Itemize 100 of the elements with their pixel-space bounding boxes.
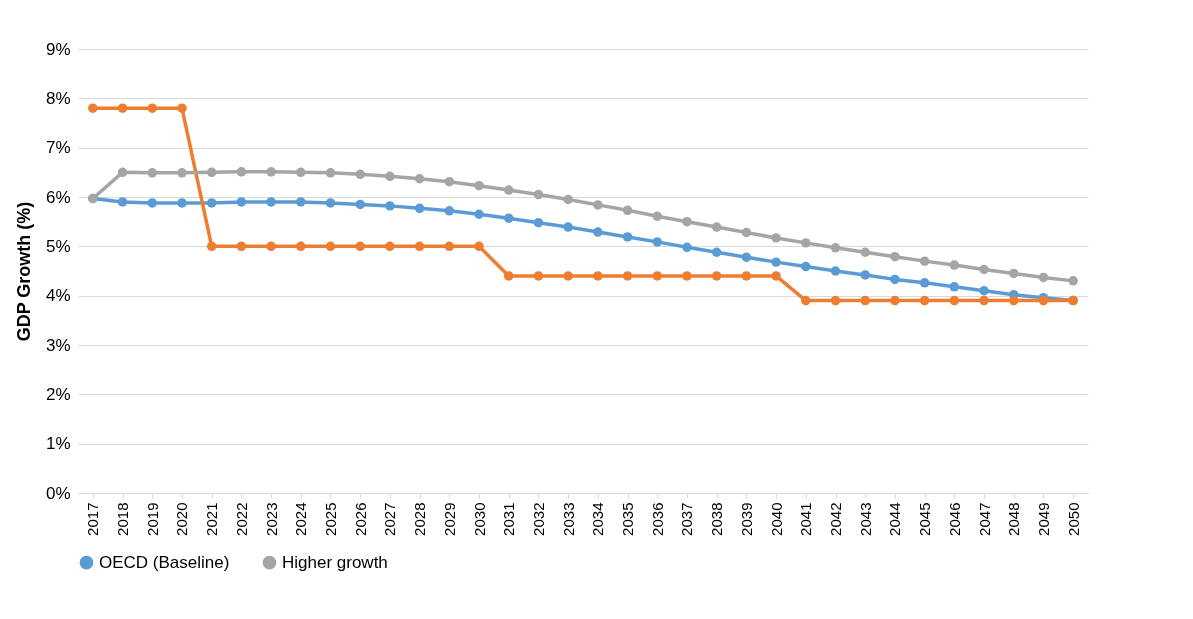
point [414,174,425,184]
point [147,198,158,208]
point [385,201,395,211]
x-tick-label: 2029 [440,502,458,536]
point [652,237,663,247]
point [533,271,544,281]
x-tick-label: 2020 [173,502,191,536]
point [266,167,276,177]
point [117,103,128,113]
point [206,241,217,252]
x-tick-label: 2018 [114,502,132,536]
point [1008,295,1019,306]
point [414,203,425,214]
point [860,270,870,280]
point [296,241,306,252]
point [444,176,455,187]
legend-label: Higher growth [282,552,388,572]
x-tick-label: 2033 [559,502,577,536]
x-tick-label: 2048 [1005,502,1023,536]
point [385,241,395,252]
point [890,295,900,306]
point [88,103,98,113]
y-tick-label: 8% [45,88,71,108]
point [236,167,247,177]
point [593,200,603,210]
point [533,217,544,228]
x-tick-label: 2040 [767,502,785,536]
point [177,198,187,208]
point [919,295,930,306]
point [741,252,752,262]
y-tick-label: 2% [45,384,71,404]
y-tick-label: 4% [45,286,71,306]
point [741,271,752,281]
point [503,185,514,195]
point [177,168,187,178]
point [503,213,514,223]
point [266,241,276,252]
point [563,222,573,232]
x-tick-label: 2042 [827,502,844,536]
point [325,198,336,208]
x-tick-label: 2017 [84,502,102,536]
point [206,198,217,208]
point [563,194,573,205]
point [949,260,960,270]
point [147,103,158,113]
point [325,168,336,178]
point [860,247,870,257]
point [355,199,365,210]
y-tick-label: 7% [45,138,71,158]
point [533,189,544,200]
point [1038,272,1049,283]
point [711,222,722,232]
point [682,271,692,281]
x-tick-label: 2045 [916,502,934,536]
point [979,264,989,275]
x-tick-label: 2024 [292,502,310,536]
point [682,216,692,227]
point [593,271,603,281]
x-tick-label: 2035 [619,502,637,536]
point [236,241,247,252]
x-tick-label: 2036 [648,502,666,536]
point [117,167,128,178]
point [652,211,663,221]
point [177,103,187,113]
point [919,256,930,266]
point [860,295,870,306]
point [414,241,425,252]
x-tick-label: 2050 [1064,502,1082,536]
point [206,167,217,178]
x-tick-label: 2032 [529,502,547,536]
x-tick-label: 2031 [500,502,518,536]
y-tick-label: 5% [45,236,71,256]
x-tick-label: 2021 [203,502,221,536]
x-tick-label: 2026 [351,502,369,536]
point [147,168,158,178]
point [949,295,960,306]
y-tick-label: 0% [45,483,71,503]
x-tick-label: 2019 [143,502,161,536]
legend-label: OECD (Baseline) [99,552,230,572]
point [801,295,811,306]
point [444,206,455,216]
point [801,238,811,248]
x-tick-label: 2038 [708,502,726,536]
point [949,282,960,292]
point [771,271,781,281]
point [474,180,484,191]
point [355,169,365,180]
point [711,271,722,281]
point [1008,268,1019,279]
point [444,241,455,252]
point [622,232,633,242]
point [652,271,663,281]
x-tick-label: 2037 [678,502,696,536]
point [801,261,811,272]
point [890,274,900,285]
x-tick-label: 2028 [411,502,429,536]
x-tick-label: 2039 [737,502,755,536]
point [236,197,247,207]
x-tick-label: 2027 [381,502,399,536]
point [741,227,752,238]
